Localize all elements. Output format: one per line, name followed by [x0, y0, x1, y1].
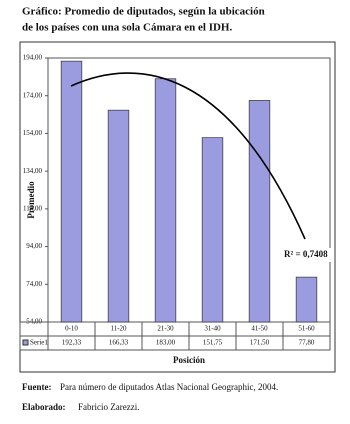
bar	[248, 100, 271, 323]
legend-label: Serie1	[30, 339, 48, 347]
author: Fabricio Zarezzi.	[78, 402, 139, 412]
x-tick-label: 11-20	[110, 325, 127, 333]
bar	[60, 60, 83, 323]
x-axis-label: Posición	[173, 355, 205, 365]
x-tick-label: 21-30	[157, 325, 174, 333]
y-tick-label: 114,00	[23, 204, 42, 212]
x-tick-label: 41-50	[251, 325, 268, 333]
x-tick-label: 31-40	[204, 325, 221, 333]
bar	[107, 109, 130, 323]
y-tick-label: 194,00	[23, 54, 43, 62]
value-label: 77,80	[299, 339, 315, 347]
x-tick-label: 51-60	[298, 325, 315, 333]
source: Para número de diputados Atlas Nacional …	[60, 382, 278, 392]
y-axis-label: Promedio	[26, 181, 36, 219]
bar	[295, 276, 318, 323]
y-tick-label: 154,00	[23, 129, 43, 137]
y-tick-label: 74,00	[26, 280, 42, 288]
annotation-bg	[282, 248, 334, 262]
author-label: Elaborado:	[22, 402, 66, 412]
y-tick-label: 174,00	[23, 91, 43, 99]
x-tick-label: 0-10	[65, 325, 78, 333]
y-tick-label: 94,00	[26, 242, 42, 250]
source-label: Fuente:	[22, 382, 52, 392]
legend-swatch	[22, 339, 29, 346]
value-label: 151,75	[203, 339, 223, 347]
y-tick-label: 134,00	[23, 167, 43, 175]
value-label: 166,33	[109, 339, 129, 347]
value-label: 183,00	[156, 339, 176, 347]
bar	[201, 137, 224, 323]
bar	[154, 78, 177, 323]
value-label: 192,33	[62, 339, 82, 347]
value-label: 171,50	[250, 339, 270, 347]
chart-title: Gráfico: Promedio de diputados, según la…	[22, 6, 265, 18]
plot-area	[47, 57, 331, 323]
chart-title: de los países con una sola Cámara en el …	[22, 22, 232, 34]
trend-annotation: R² = 0,7408	[284, 249, 328, 259]
trendline	[70, 72, 306, 240]
